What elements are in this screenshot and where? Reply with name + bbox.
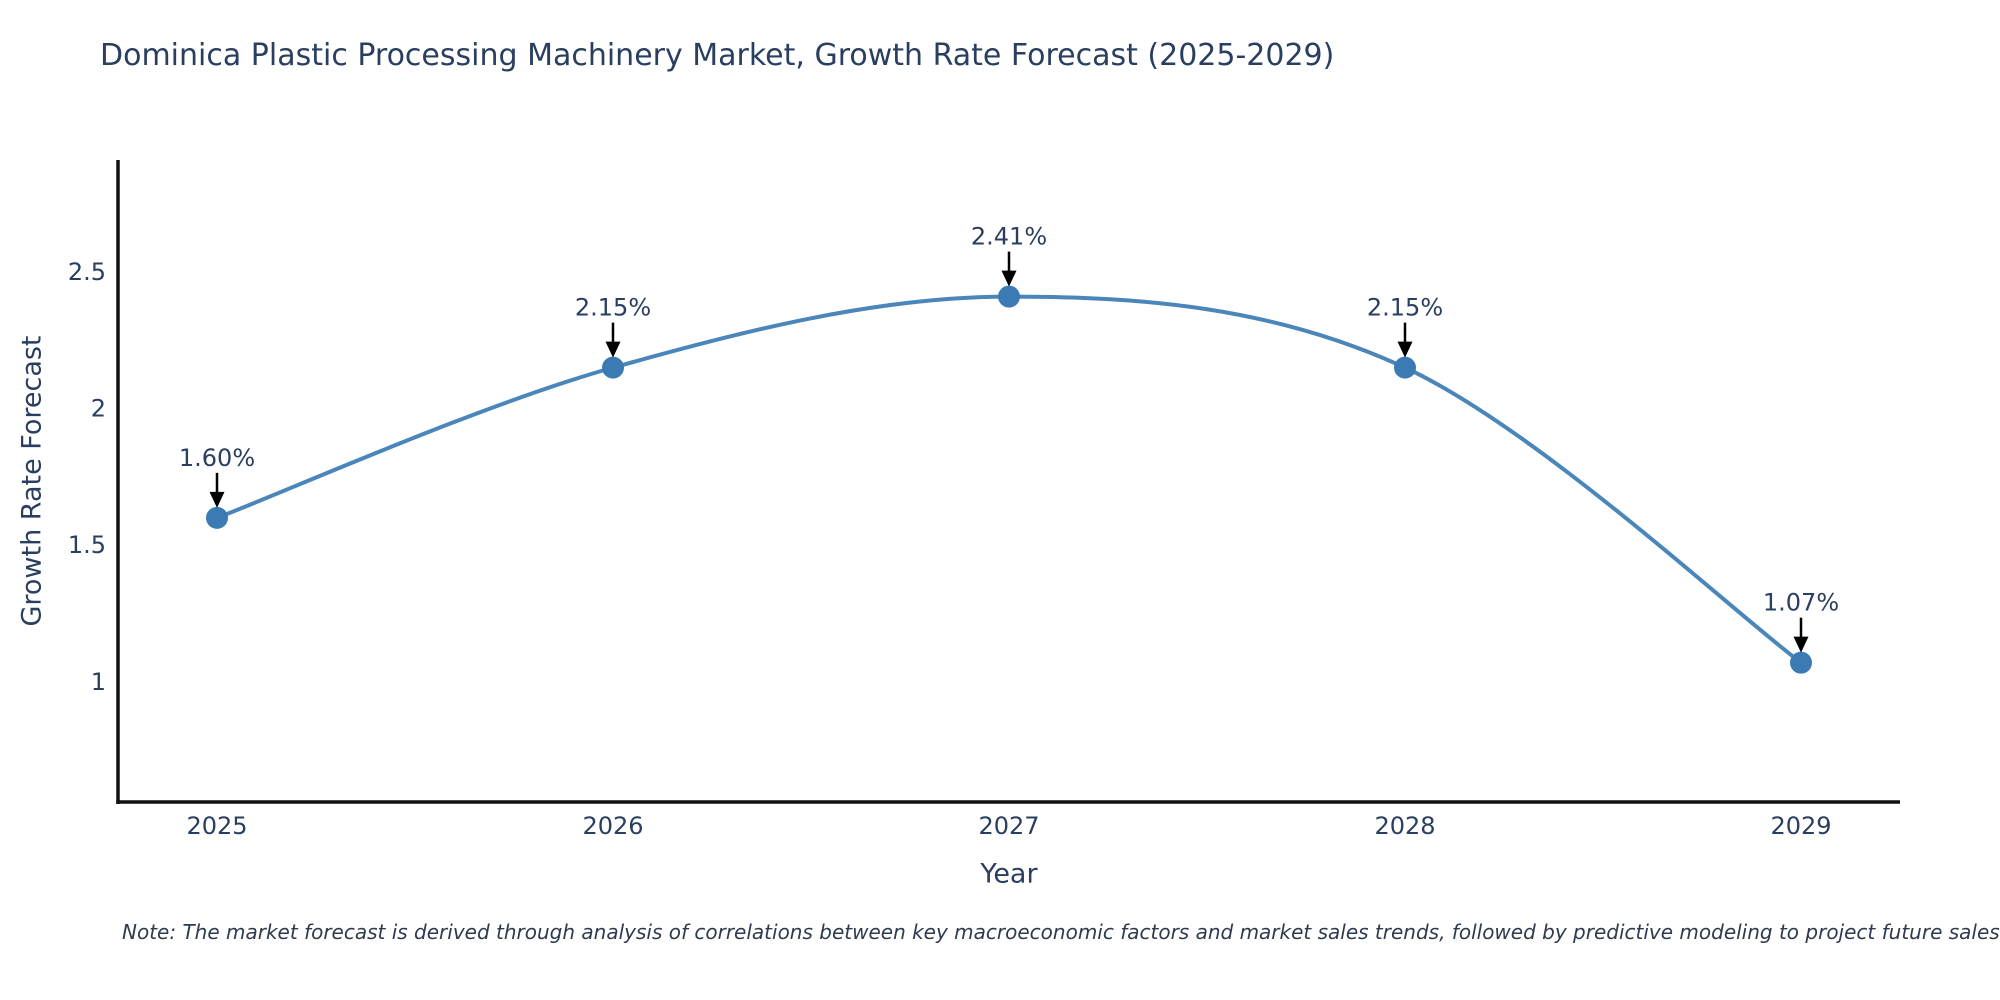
y-tick-label: 1.5 (68, 531, 106, 559)
annotation-arrowhead (209, 491, 225, 508)
x-tick-label: 2028 (1374, 812, 1435, 840)
point-label: 2.15% (1367, 294, 1443, 322)
annotation-arrowhead (1793, 636, 1809, 653)
chart-title: Dominica Plastic Processing Machinery Ma… (100, 38, 1335, 73)
forecast-line (215, 294, 1803, 665)
x-tick-label: 2025 (186, 812, 247, 840)
data-point-2025 (206, 506, 228, 529)
y-tick-label: 2.5 (68, 258, 106, 286)
x-tick-label: 2026 (582, 812, 643, 840)
point-label: 2.41% (971, 223, 1047, 251)
annotations-layer: 1.60% 2.15% 2.41% 2.15% 1.07% (179, 223, 1839, 653)
annotation-arrowhead (605, 341, 621, 358)
point-label: 1.07% (1763, 589, 1839, 617)
data-point-2028 (1394, 356, 1416, 379)
annotation-arrowhead (1001, 270, 1017, 287)
y-tick-label: 2 (91, 395, 106, 423)
footnote: Note: The market forecast is derived thr… (122, 920, 2000, 944)
x-tick-label: 2027 (978, 812, 1039, 840)
point-label: 1.60% (179, 444, 255, 472)
x-axis-ticks: 2025 2026 2027 2028 2029 (186, 812, 1831, 840)
y-tick-label: 1 (91, 668, 106, 696)
annotation-arrowhead (1397, 341, 1413, 358)
y-axis-ticks: 1 1.5 2 2.5 (68, 258, 106, 696)
data-point-2029 (1790, 651, 1812, 674)
data-point-2026 (602, 356, 624, 379)
x-tick-label: 2029 (1770, 812, 1831, 840)
data-point-2027 (998, 285, 1020, 308)
point-label: 2.15% (575, 294, 651, 322)
series-layer (206, 285, 1812, 674)
y-axis-title: Growth Rate Forecast (16, 335, 48, 627)
x-axis-title: Year (980, 858, 1038, 890)
